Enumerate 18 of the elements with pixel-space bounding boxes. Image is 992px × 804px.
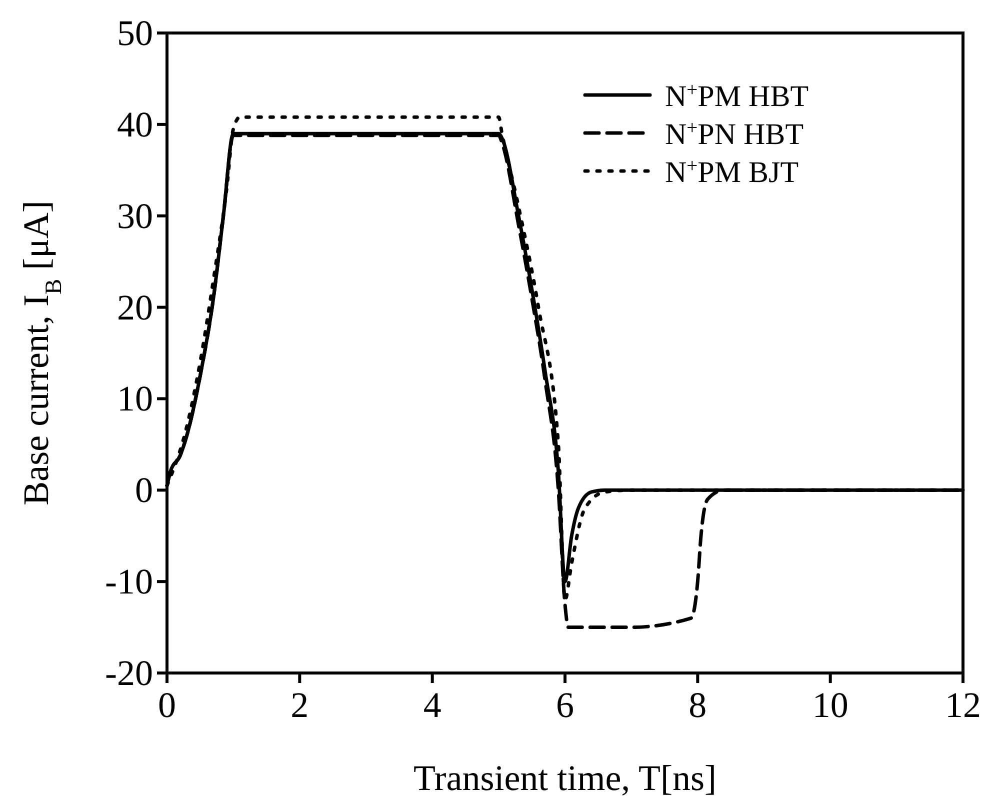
- y-tick-label: 20: [117, 287, 153, 328]
- y-tick-label: 50: [117, 13, 153, 53]
- x-tick-label: 8: [688, 685, 707, 725]
- legend-label: N$^{+}$PM HBT: [665, 80, 809, 113]
- y-tick-label: 30: [117, 196, 153, 236]
- x-tick-label: 12: [945, 685, 981, 725]
- legend-label: N$^{+}$PN HBT: [665, 118, 804, 151]
- y-tick-label: -20: [105, 653, 153, 693]
- x-tick-label: 6: [556, 685, 574, 725]
- y-tick-label: 10: [117, 378, 153, 419]
- x-tick-label: 2: [290, 685, 309, 725]
- y-tick-label: 0: [135, 470, 153, 510]
- legend-label: N$^{+}$PM BJT: [665, 156, 799, 189]
- x-axis-title: Transient time, T[ns]: [414, 758, 716, 798]
- x-tick-label: 10: [812, 685, 848, 725]
- y-tick-label: 40: [117, 104, 153, 144]
- y-tick-label: -10: [105, 562, 153, 602]
- x-tick-label: 4: [423, 685, 442, 725]
